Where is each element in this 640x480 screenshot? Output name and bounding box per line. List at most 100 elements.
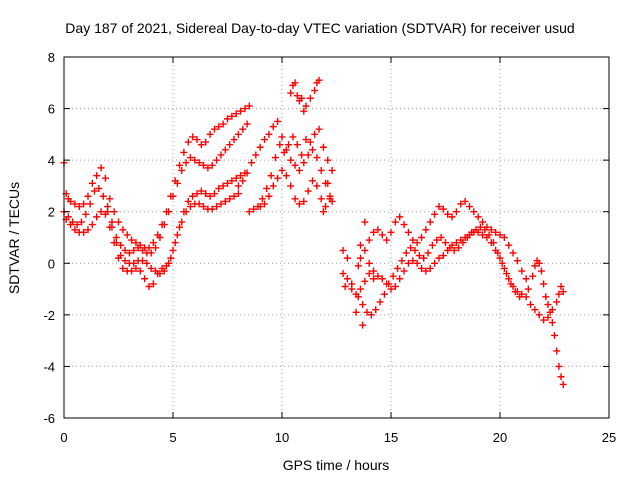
data-point (524, 285, 532, 293)
data-point (394, 264, 402, 272)
data-point (234, 130, 242, 138)
data-point (324, 179, 332, 187)
data-point (522, 275, 530, 283)
data-point (256, 143, 264, 151)
data-point (479, 218, 487, 226)
data-point (452, 208, 460, 216)
data-point (215, 185, 223, 193)
data-point (365, 259, 373, 267)
data-point (315, 76, 323, 84)
data-point (343, 275, 351, 283)
data-point (446, 244, 454, 252)
x-tick-label: 15 (384, 430, 398, 445)
data-point (291, 79, 299, 87)
data-point (352, 308, 360, 316)
data-point (115, 218, 122, 226)
data-point (372, 306, 380, 314)
data-point (531, 306, 539, 314)
data-point (234, 182, 242, 190)
data-point (354, 293, 362, 301)
data-point (160, 221, 168, 229)
data-point (356, 285, 364, 293)
data-point (276, 141, 284, 149)
data-point (171, 239, 179, 247)
y-tick-label: 8 (48, 50, 55, 65)
data-point (210, 125, 218, 133)
data-point (278, 166, 286, 174)
data-point (134, 244, 142, 252)
data-point (239, 177, 247, 185)
data-point (295, 200, 303, 208)
data-point (548, 319, 556, 327)
data-point (298, 151, 306, 159)
data-point (224, 115, 231, 123)
data-point (195, 200, 203, 208)
data-point (291, 161, 299, 169)
data-point (387, 285, 395, 293)
data-point (387, 228, 395, 236)
series-group (234, 117, 336, 205)
data-point (328, 166, 336, 174)
data-point (165, 208, 173, 216)
data-point (200, 203, 208, 211)
grid-lines (64, 57, 609, 418)
data-point (370, 275, 378, 283)
data-point (173, 179, 181, 187)
data-point (282, 172, 290, 180)
data-point (500, 234, 508, 241)
data-point (435, 254, 443, 262)
data-point (117, 252, 125, 260)
data-point (505, 241, 513, 249)
data-point (544, 313, 552, 321)
data-point (147, 264, 155, 272)
data-point (241, 105, 249, 113)
data-point (400, 221, 408, 229)
data-point (404, 259, 412, 267)
data-point (88, 179, 96, 187)
data-point (138, 257, 146, 265)
data-point (359, 301, 367, 309)
data-point (182, 208, 190, 216)
data-point (184, 197, 192, 205)
data-point (217, 200, 225, 208)
data-point (356, 241, 364, 249)
data-point (356, 254, 364, 262)
data-point (250, 205, 258, 213)
data-point (413, 259, 421, 267)
data-point (378, 231, 386, 239)
data-point (363, 308, 371, 316)
data-point (202, 190, 210, 198)
data-point (315, 125, 323, 133)
data-point (258, 195, 266, 203)
data-point (422, 226, 430, 234)
data-point (509, 249, 517, 257)
y-tick-label: 0 (48, 256, 55, 271)
data-point (88, 221, 96, 229)
data-point (84, 226, 92, 234)
data-point (304, 187, 312, 195)
data-point (300, 197, 308, 205)
data-point (326, 195, 334, 203)
chart-title: Day 187 of 2021, Sidereal Day-to-day VTE… (65, 20, 574, 36)
data-point (141, 275, 149, 283)
data-point (459, 239, 467, 247)
data-point (559, 380, 567, 388)
data-point (437, 234, 445, 241)
data-point (208, 205, 216, 213)
data-point (354, 262, 362, 270)
data-point (548, 306, 556, 314)
data-point (191, 156, 199, 164)
data-point (245, 208, 253, 216)
series-group (60, 102, 253, 252)
data-point (293, 92, 301, 100)
data-point (431, 259, 439, 267)
data-point (169, 192, 177, 200)
data-point (176, 223, 184, 231)
data-point (197, 187, 205, 195)
x-tick-label: 5 (169, 430, 176, 445)
data-point (378, 275, 386, 283)
data-point (370, 267, 378, 275)
series-group (354, 223, 524, 319)
data-point (156, 234, 164, 241)
data-point (197, 141, 205, 149)
